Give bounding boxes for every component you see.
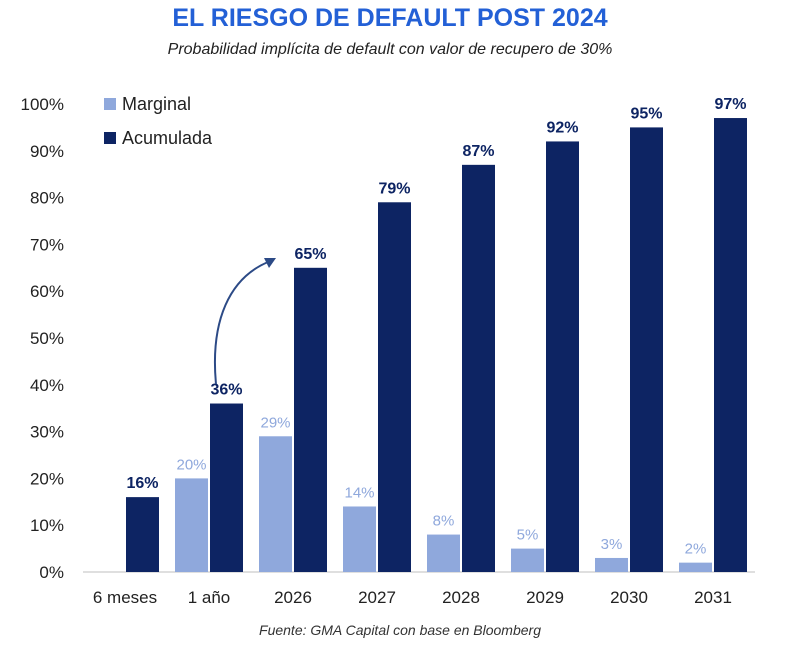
x-axis: 6 meses 1 año 2026 2027 2028 2029 2030 2031 bbox=[93, 588, 732, 607]
data-label-marginal: 29% bbox=[260, 414, 290, 431]
data-label-marginal: 3% bbox=[601, 536, 623, 553]
curved-arrow-line bbox=[214, 261, 269, 385]
y-tick-label: 100% bbox=[21, 95, 64, 114]
data-label-marginal: 20% bbox=[176, 456, 206, 473]
data-label-acumulada: 92% bbox=[546, 119, 578, 136]
data-label-acumulada: 95% bbox=[630, 105, 662, 122]
value-labels: 16% 20% 36% 29% 65% 14% 79% 8% 87% 5% 92% 3% 95% 2% 97… bbox=[126, 96, 746, 558]
bar-marginal bbox=[175, 478, 208, 572]
bar-marginal bbox=[679, 562, 712, 572]
data-label-acumulada: 36% bbox=[210, 382, 242, 399]
legend-label-acumulada: Acumulada bbox=[122, 128, 213, 148]
bar-acumulada bbox=[294, 267, 327, 572]
data-label-acumulada: 16% bbox=[126, 475, 158, 492]
y-tick-label: 40% bbox=[30, 376, 64, 395]
x-tick-label: 2026 bbox=[274, 588, 312, 607]
y-tick-label: 60% bbox=[30, 282, 64, 301]
legend-swatch-acumulada bbox=[104, 132, 116, 144]
y-axis: 0% 10% 20% 30% 40% 50% 60% 70% 80% 90% 100% bbox=[21, 95, 64, 582]
x-tick-label: 1 año bbox=[188, 588, 231, 607]
chart-subtitle: Probabilidad implícita de default con va… bbox=[168, 41, 613, 58]
x-tick-label: 2031 bbox=[694, 588, 732, 607]
chart-title: EL RIESGO DE DEFAULT POST 2024 bbox=[172, 4, 607, 32]
legend: Marginal Acumulada bbox=[104, 94, 213, 148]
bar-acumulada bbox=[462, 164, 495, 572]
bar-acumulada bbox=[126, 497, 159, 572]
data-label-acumulada: 87% bbox=[462, 143, 494, 160]
bar-marginal bbox=[427, 534, 460, 572]
bar-marginal bbox=[595, 557, 628, 572]
bar-acumulada bbox=[210, 403, 243, 572]
source-note: Fuente: GMA Capital con base en Bloomber… bbox=[259, 622, 541, 638]
bar-marginal bbox=[259, 436, 292, 572]
x-tick-label: 2030 bbox=[610, 588, 648, 607]
data-label-acumulada: 65% bbox=[294, 246, 326, 263]
data-label-marginal: 8% bbox=[433, 513, 455, 530]
y-tick-label: 30% bbox=[30, 423, 64, 442]
bar-marginal bbox=[511, 548, 544, 572]
bars bbox=[126, 118, 747, 573]
x-tick-label: 6 meses bbox=[93, 588, 157, 607]
y-tick-label: 90% bbox=[30, 142, 64, 161]
bar-acumulada bbox=[546, 141, 579, 572]
x-tick-label: 2028 bbox=[442, 588, 480, 607]
bar-acumulada bbox=[630, 127, 663, 573]
data-label-marginal: 5% bbox=[517, 527, 539, 544]
bar-acumulada bbox=[714, 118, 747, 572]
y-tick-label: 10% bbox=[30, 516, 64, 535]
bar-marginal bbox=[343, 506, 376, 572]
arrow-head-icon bbox=[264, 258, 276, 268]
data-label-marginal: 14% bbox=[344, 484, 374, 501]
y-tick-label: 20% bbox=[30, 469, 64, 488]
x-tick-label: 2029 bbox=[526, 588, 564, 607]
y-tick-label: 50% bbox=[30, 329, 64, 348]
legend-swatch-marginal bbox=[104, 98, 116, 110]
data-label-marginal: 2% bbox=[685, 541, 707, 558]
legend-label-marginal: Marginal bbox=[122, 94, 191, 114]
trend-arrow-annotation bbox=[214, 258, 276, 385]
y-tick-label: 70% bbox=[30, 235, 64, 254]
data-label-acumulada: 79% bbox=[378, 180, 410, 197]
x-tick-label: 2027 bbox=[358, 588, 396, 607]
y-tick-label: 80% bbox=[30, 189, 64, 208]
bar-acumulada bbox=[378, 202, 411, 572]
y-tick-label: 0% bbox=[39, 563, 64, 582]
data-label-acumulada: 97% bbox=[714, 96, 746, 113]
